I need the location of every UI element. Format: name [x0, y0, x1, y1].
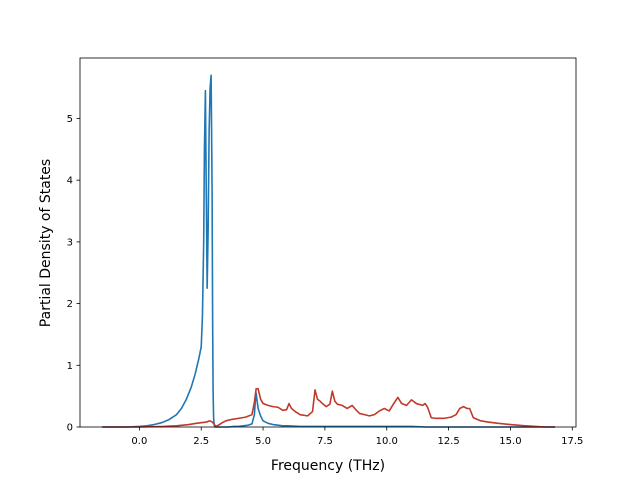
x-tick-label: 7.5 — [317, 436, 333, 447]
x-tick-label: 15.0 — [499, 436, 521, 447]
x-axis-label: Frequency (THz) — [271, 458, 385, 474]
y-tick-label: 3 — [67, 237, 73, 248]
x-tick-label: 5.0 — [255, 436, 271, 447]
y-tick-label: 2 — [67, 299, 73, 310]
y-axis-label: Partial Density of States — [38, 159, 54, 327]
series-line-2 — [102, 387, 555, 428]
x-tick-label: 0.0 — [131, 436, 147, 447]
x-tick-label: 17.5 — [561, 436, 583, 447]
x-tick-label: 10.0 — [376, 436, 398, 447]
y-tick-label: 1 — [67, 361, 73, 372]
plot-frame — [79, 57, 577, 428]
x-tick-label: 2.5 — [193, 436, 209, 447]
y-tick-label: 5 — [67, 114, 73, 125]
y-axis: 0 1 2 3 4 5 — [67, 114, 80, 434]
y-tick-label: 4 — [67, 176, 73, 187]
y-tick-label: 0 — [67, 423, 73, 434]
x-tick-label: 12.5 — [437, 436, 459, 447]
x-axis: 0.0 2.5 5.0 7.5 10.0 12.5 15.0 17.5 — [131, 427, 583, 447]
